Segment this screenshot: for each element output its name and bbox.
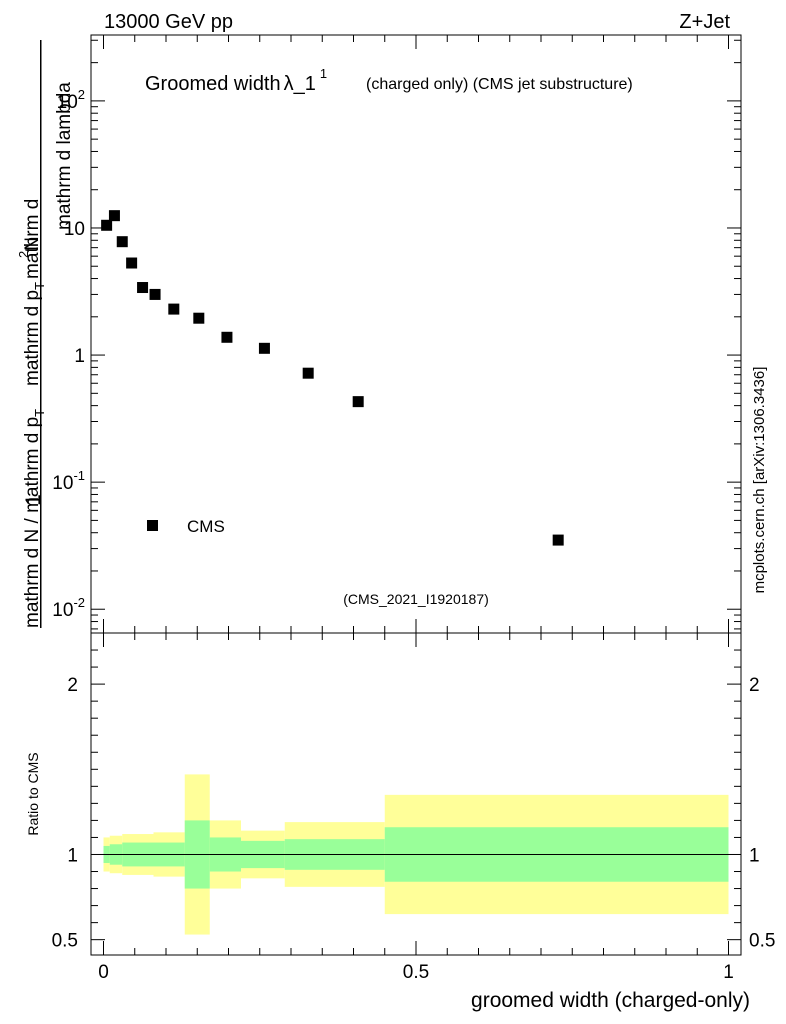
ratio-data-layer: [103, 774, 729, 935]
title-symbol: λ_1: [284, 73, 316, 95]
ylabel-sub-2: T: [32, 282, 47, 290]
ylabel-part5: N: [22, 237, 43, 251]
data-point: [352, 396, 364, 408]
ylabel-denom: 2N: [16, 237, 43, 258]
main-panel-frame: [90, 34, 742, 634]
side-credit: mcplots.cern.ch [arXiv:1306.3436]: [751, 367, 768, 594]
y-tick-label: 1: [74, 346, 85, 367]
data-point: [302, 367, 314, 379]
ratio-y-tick-label-right: 1: [749, 845, 760, 866]
process-label: Z+Jet: [679, 11, 730, 33]
data-point: [101, 219, 113, 231]
x-tick-label: 0: [98, 962, 109, 983]
ylabel-numer-a: mathrm d N / mathrm d pT: [22, 409, 47, 628]
data-point: [552, 534, 564, 546]
data-point: [149, 288, 161, 300]
ylabel-fraction-line: [40, 40, 42, 628]
ylabel-part2: mathrm d N / mathrm d p: [22, 417, 43, 628]
ratio-y-tick-label-right: 2: [749, 675, 760, 696]
data-point: [116, 236, 128, 248]
ratio-y-tick-label-left: 2: [67, 675, 78, 696]
title-detail: (charged only) (CMS jet substructure): [366, 76, 633, 93]
plot-title: Groomed width λ_1 1: [145, 66, 327, 95]
ylabel-one: 1: [22, 494, 45, 506]
x-axis-label: groomed width (charged-only): [471, 989, 750, 1012]
ylabel-sup: 2: [16, 251, 31, 258]
data-point: [108, 210, 120, 222]
ylabel-part3: mathrm d p: [22, 290, 43, 386]
y-tick-label: 10-1: [52, 468, 85, 494]
analysis-id: (CMS_2021_I1920187): [343, 591, 489, 607]
title-superscript: 1: [320, 66, 327, 81]
data-point: [137, 282, 149, 294]
ratio-y-tick-label-left: 0.5: [52, 931, 78, 952]
y-tick-label: 10-2: [52, 595, 85, 621]
main-y-axis-label: 1 mathrm d N / mathrm d pT mathrm d pTma…: [16, 40, 75, 628]
ylabel-part4: mathrm d: [22, 199, 43, 279]
data-point: [221, 331, 233, 343]
data-point: [126, 257, 138, 269]
x-tick-label: 0.5: [403, 962, 429, 983]
ratio-y-tick-label-right: 0.5: [749, 931, 775, 952]
ylabel-sub: T: [32, 409, 47, 417]
ylabel-numer-b: mathrm d pTmathrm d: [22, 199, 47, 386]
ratio-y-tick-label-left: 1: [67, 845, 78, 866]
data-point: [193, 312, 205, 324]
y-tick-label: 102: [57, 87, 85, 113]
ratio-y-label: Ratio to CMS: [25, 752, 41, 835]
legend-marker: [147, 520, 158, 531]
title-main: Groomed width: [145, 73, 281, 95]
legend-label: CMS: [187, 517, 225, 536]
main-data-layer: [101, 210, 564, 546]
data-point: [258, 342, 270, 354]
y-tick-label: 10: [64, 219, 85, 240]
ratio-ticks: 0.5 0.5 1 1 2 2 0 0.5 1: [52, 633, 775, 983]
x-tick-label: 1: [723, 962, 734, 983]
main-ticks: 10-2 10-1 1 10 102: [52, 35, 741, 633]
energy-label: 13000 GeV pp: [104, 11, 233, 33]
data-point: [168, 303, 180, 315]
ylabel-part6-text: mathrm d lambda: [54, 82, 75, 230]
